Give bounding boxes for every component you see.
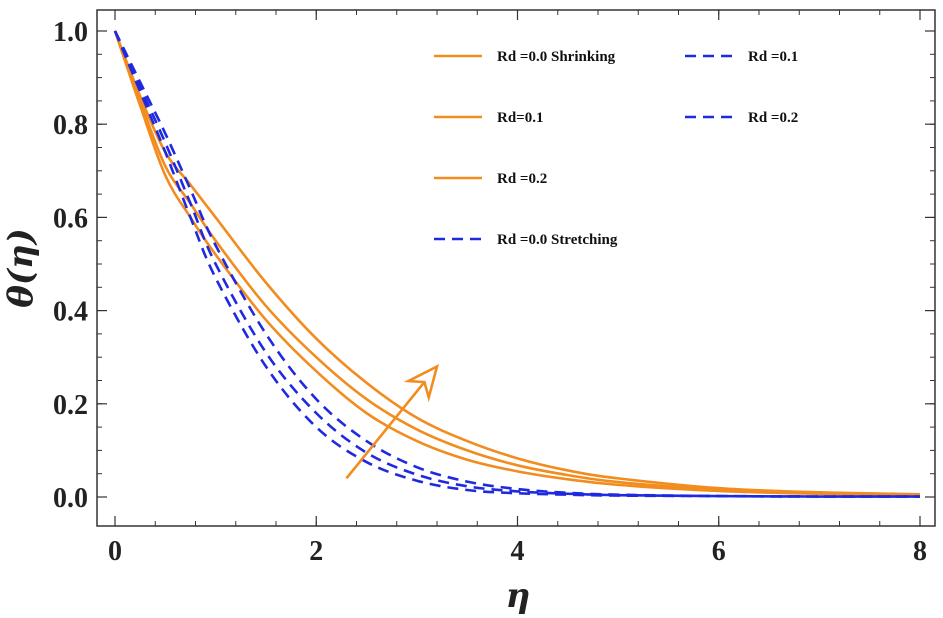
legend: Rd =0.0 Shrinking Rd=0.1 Rd =0.2 Rd =0.0 St… [434, 49, 798, 248]
y-tick-label: 0.2 [53, 390, 88, 421]
legend-label-5: Rd =0.2 [748, 110, 798, 126]
x-tick-label: 4 [511, 536, 525, 567]
legend-label-2: Rd =0.2 [497, 171, 547, 187]
x-tick-label: 8 [913, 536, 927, 567]
series-layer [113, 30, 921, 498]
trend-arrow-shaft [345, 376, 430, 480]
plot-frame [96, 9, 936, 527]
annotation-layer [345, 364, 440, 480]
y-axis-title: θ(η) [1, 228, 41, 308]
legend-label-4: Rd =0.1 [748, 49, 798, 65]
y-axis: 0.0 0.2 0.4 0.6 0.8 1.0 [53, 17, 935, 514]
series-line-2 [113, 30, 921, 496]
y-tick-label: 1.0 [53, 17, 88, 48]
y-tick-label: 0.4 [53, 297, 88, 328]
plot-border [96, 9, 936, 527]
y-tick-label: 0.0 [53, 483, 88, 514]
x-axis: 0 2 4 6 8 [108, 10, 927, 567]
y-tick-label: 0.6 [53, 203, 88, 234]
legend-label-1: Rd=0.1 [497, 110, 543, 126]
trend-arrow-head [403, 364, 440, 403]
x-tick-label: 6 [712, 536, 726, 567]
series-line-5 [113, 30, 921, 498]
legend-label-3: Rd =0.0 Stretching [497, 232, 618, 248]
x-tick-label: 2 [309, 536, 323, 567]
legend-label-0: Rd =0.0 Shrinking [497, 49, 616, 65]
x-axis-title: η [506, 576, 531, 616]
series-line-3 [113, 30, 921, 498]
series-line-0 [113, 30, 921, 497]
y-tick-label: 0.8 [53, 110, 88, 141]
series-line-1 [113, 30, 921, 496]
x-tick-label: 0 [108, 536, 122, 567]
series-line-4 [113, 30, 921, 498]
